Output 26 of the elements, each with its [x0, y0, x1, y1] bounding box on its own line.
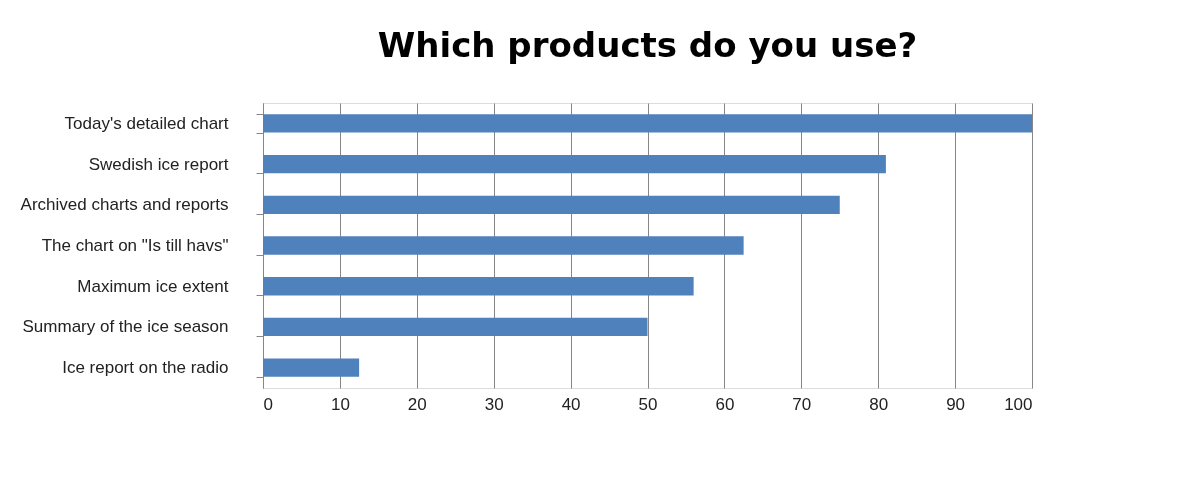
chart-title: Which products do you use? — [377, 25, 918, 65]
x-tick-label: 60 — [715, 394, 735, 414]
y-tick-label: Maximum ice extent — [77, 276, 229, 296]
bar — [263, 277, 694, 296]
x-tick-label: 80 — [869, 394, 889, 414]
x-tick-label: 0 — [263, 394, 273, 414]
x-tick-label: 70 — [792, 394, 812, 414]
x-tick-label: 10 — [330, 394, 350, 414]
bar — [263, 317, 648, 337]
bar — [263, 358, 360, 377]
y-tick-label: Archived charts and reports — [20, 195, 229, 215]
bar — [263, 154, 886, 174]
bar — [263, 114, 1032, 133]
x-tick-label: 50 — [638, 394, 658, 414]
x-tick-label: 40 — [561, 394, 581, 414]
x-tick-label: 90 — [946, 394, 966, 414]
y-tick-label: Swedish ice report — [88, 154, 229, 174]
x-tick-label: 20 — [407, 394, 427, 414]
y-tick-label: Summary of the ice season — [22, 317, 229, 337]
y-tick-label: Ice report on the radio — [62, 358, 229, 378]
x-tick-label: 30 — [484, 394, 504, 414]
bar — [263, 195, 840, 214]
y-tick-label: Today's detailed chart — [64, 113, 229, 133]
x-tick-label: 100 — [1004, 394, 1033, 414]
y-tick-label: The chart on "Is till havs" — [41, 236, 229, 255]
bar — [263, 236, 744, 255]
